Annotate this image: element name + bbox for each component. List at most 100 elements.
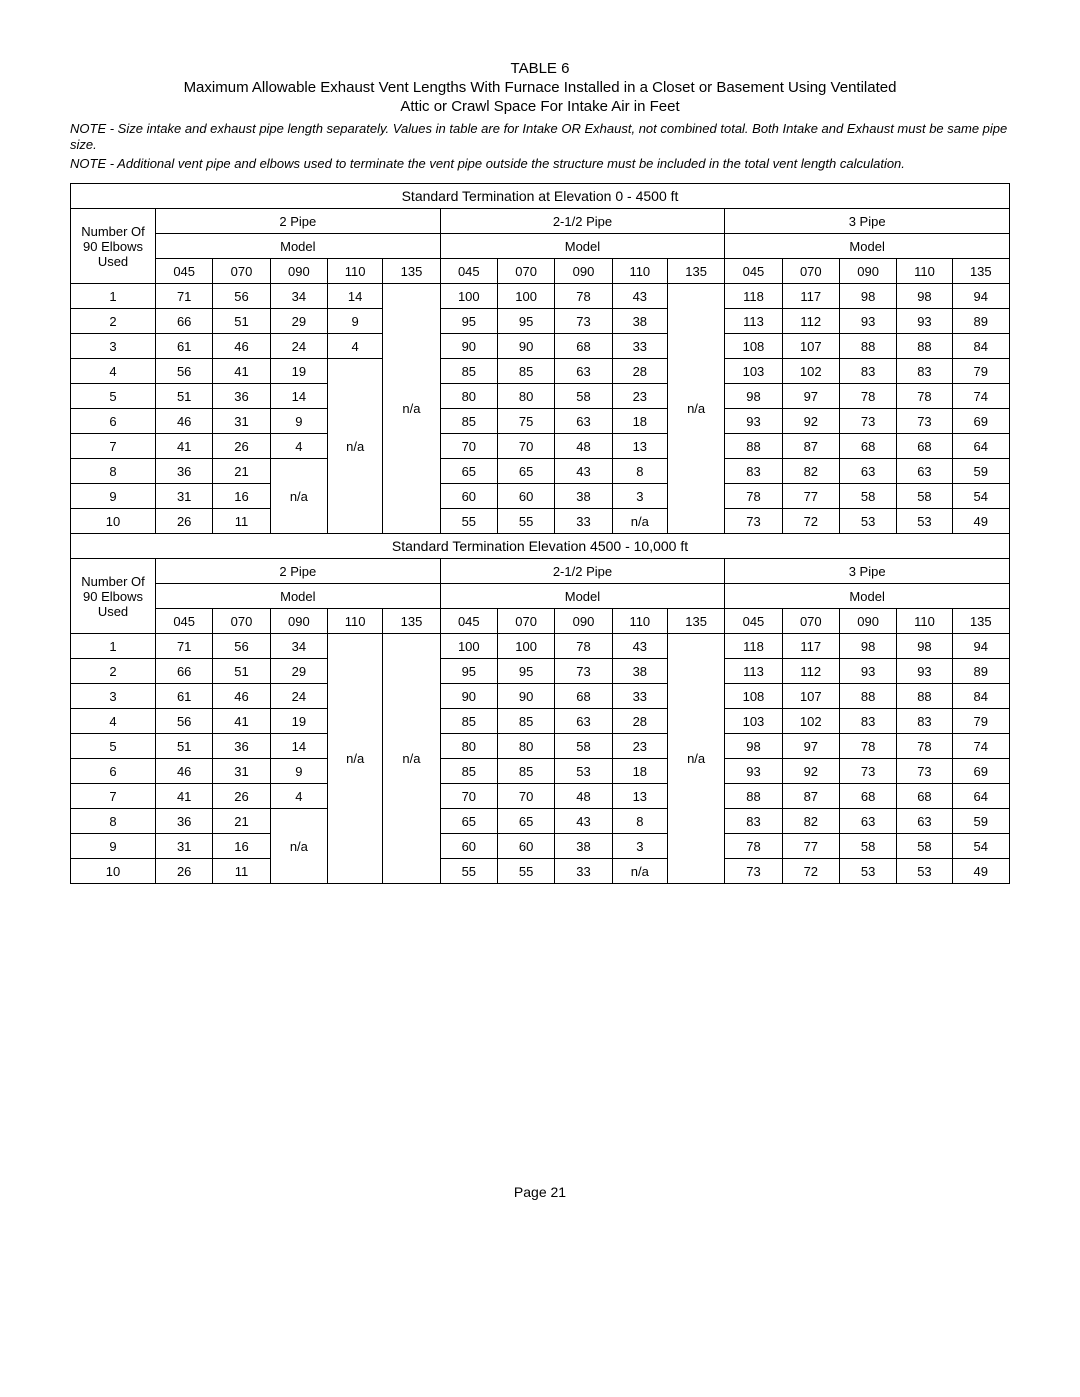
cell: 95 xyxy=(440,659,497,684)
cell: 11 xyxy=(213,509,270,534)
cell: 55 xyxy=(440,859,497,884)
cell: 55 xyxy=(497,509,554,534)
table-row: 83621n/a65654388382636359 xyxy=(71,459,1010,484)
cell: 68 xyxy=(839,784,896,809)
cell: 100 xyxy=(440,634,497,659)
cell: 54 xyxy=(952,484,1009,509)
cell: 58 xyxy=(897,484,952,509)
cell: 68 xyxy=(555,334,612,359)
note-1: NOTE - Size intake and exhaust pipe leng… xyxy=(70,121,1010,155)
cell: 14 xyxy=(270,384,327,409)
cell: 68 xyxy=(839,434,896,459)
cell: 88 xyxy=(839,684,896,709)
model-col: 110 xyxy=(897,609,952,634)
cell: 73 xyxy=(725,859,782,884)
model-label: Model xyxy=(725,584,1010,609)
cell-na: n/a xyxy=(612,859,667,884)
cell: 65 xyxy=(440,809,497,834)
model-col: 045 xyxy=(440,609,497,634)
pipe-2-header: 2 Pipe xyxy=(156,559,441,584)
cell: 83 xyxy=(725,809,782,834)
cell-na: n/a xyxy=(612,509,667,534)
elbow-count: 2 xyxy=(71,309,156,334)
cell-na: n/a xyxy=(667,634,724,884)
pipe-size-row-1: Number Of 90 Elbows Used 2 Pipe 2-1/2 Pi… xyxy=(71,209,1010,234)
elbow-count: 10 xyxy=(71,509,156,534)
model-col: 070 xyxy=(782,609,839,634)
row-header-2: Number Of 90 Elbows Used xyxy=(71,559,156,634)
cell: 36 xyxy=(156,459,213,484)
table-label: TABLE 6 xyxy=(70,60,1010,77)
cell: 68 xyxy=(555,684,612,709)
cell: 63 xyxy=(839,459,896,484)
elbows-label: 90 Elbows xyxy=(83,239,143,254)
cell: 82 xyxy=(782,459,839,484)
model-label: Model xyxy=(440,234,725,259)
cell: 108 xyxy=(725,684,782,709)
cell: 54 xyxy=(952,834,1009,859)
cell: 78 xyxy=(725,834,782,859)
model-col: 090 xyxy=(555,259,612,284)
cell: 21 xyxy=(213,809,270,834)
cell: 26 xyxy=(213,434,270,459)
cell: 88 xyxy=(725,784,782,809)
cell: 70 xyxy=(497,434,554,459)
cell: 38 xyxy=(555,834,612,859)
note-2: NOTE - Additional vent pipe and elbows u… xyxy=(70,156,1010,173)
pipe-2-header: 2 Pipe xyxy=(156,209,441,234)
cell: 34 xyxy=(270,634,327,659)
cell: 51 xyxy=(156,734,213,759)
elbow-count: 4 xyxy=(71,359,156,384)
model-label: Model xyxy=(156,234,441,259)
model-num-row-1: 0450700901101350450700901101350450700901… xyxy=(71,259,1010,284)
cell: 41 xyxy=(213,359,270,384)
cell: 78 xyxy=(839,384,896,409)
cell: 9 xyxy=(328,309,383,334)
cell: 94 xyxy=(952,634,1009,659)
section-1-title: Standard Termination at Elevation 0 - 45… xyxy=(71,184,1010,209)
cell: 73 xyxy=(555,309,612,334)
cell: 23 xyxy=(612,384,667,409)
cell: 33 xyxy=(555,859,612,884)
cell: 107 xyxy=(782,684,839,709)
row-header-1: Number Of 90 Elbows Used xyxy=(71,209,156,284)
cell: 56 xyxy=(213,284,270,309)
cell: 118 xyxy=(725,284,782,309)
cell: 84 xyxy=(952,334,1009,359)
table-row: 266512995957338113112939389 xyxy=(71,659,1010,684)
cell: 8 xyxy=(612,809,667,834)
cell: 71 xyxy=(156,634,213,659)
model-col: 135 xyxy=(667,609,724,634)
cell: 97 xyxy=(782,734,839,759)
cell: 70 xyxy=(440,434,497,459)
model-col: 135 xyxy=(952,259,1009,284)
cell: 18 xyxy=(612,409,667,434)
cell: 71 xyxy=(156,284,213,309)
cell: 68 xyxy=(897,434,952,459)
cell: 66 xyxy=(156,309,213,334)
cell: 49 xyxy=(952,509,1009,534)
cell: 33 xyxy=(555,509,612,534)
number-of-label: Number Of xyxy=(81,574,145,589)
cell: 66 xyxy=(156,659,213,684)
cell: 108 xyxy=(725,334,782,359)
model-col: 110 xyxy=(328,259,383,284)
cell-na: n/a xyxy=(667,284,724,534)
model-col: 090 xyxy=(839,609,896,634)
cell: 74 xyxy=(952,734,1009,759)
cell-na: n/a xyxy=(383,284,440,534)
cell: 4 xyxy=(270,434,327,459)
cell: 85 xyxy=(440,359,497,384)
cell: 13 xyxy=(612,434,667,459)
cell: 69 xyxy=(952,759,1009,784)
elbow-count: 7 xyxy=(71,784,156,809)
cell: 78 xyxy=(555,284,612,309)
table-row: 83621n/a65654388382636359 xyxy=(71,809,1010,834)
cell: 19 xyxy=(270,709,327,734)
cell: 97 xyxy=(782,384,839,409)
cell: 16 xyxy=(213,834,270,859)
cell: 85 xyxy=(497,359,554,384)
cell: 88 xyxy=(839,334,896,359)
cell: 90 xyxy=(497,684,554,709)
cell: 113 xyxy=(725,309,782,334)
